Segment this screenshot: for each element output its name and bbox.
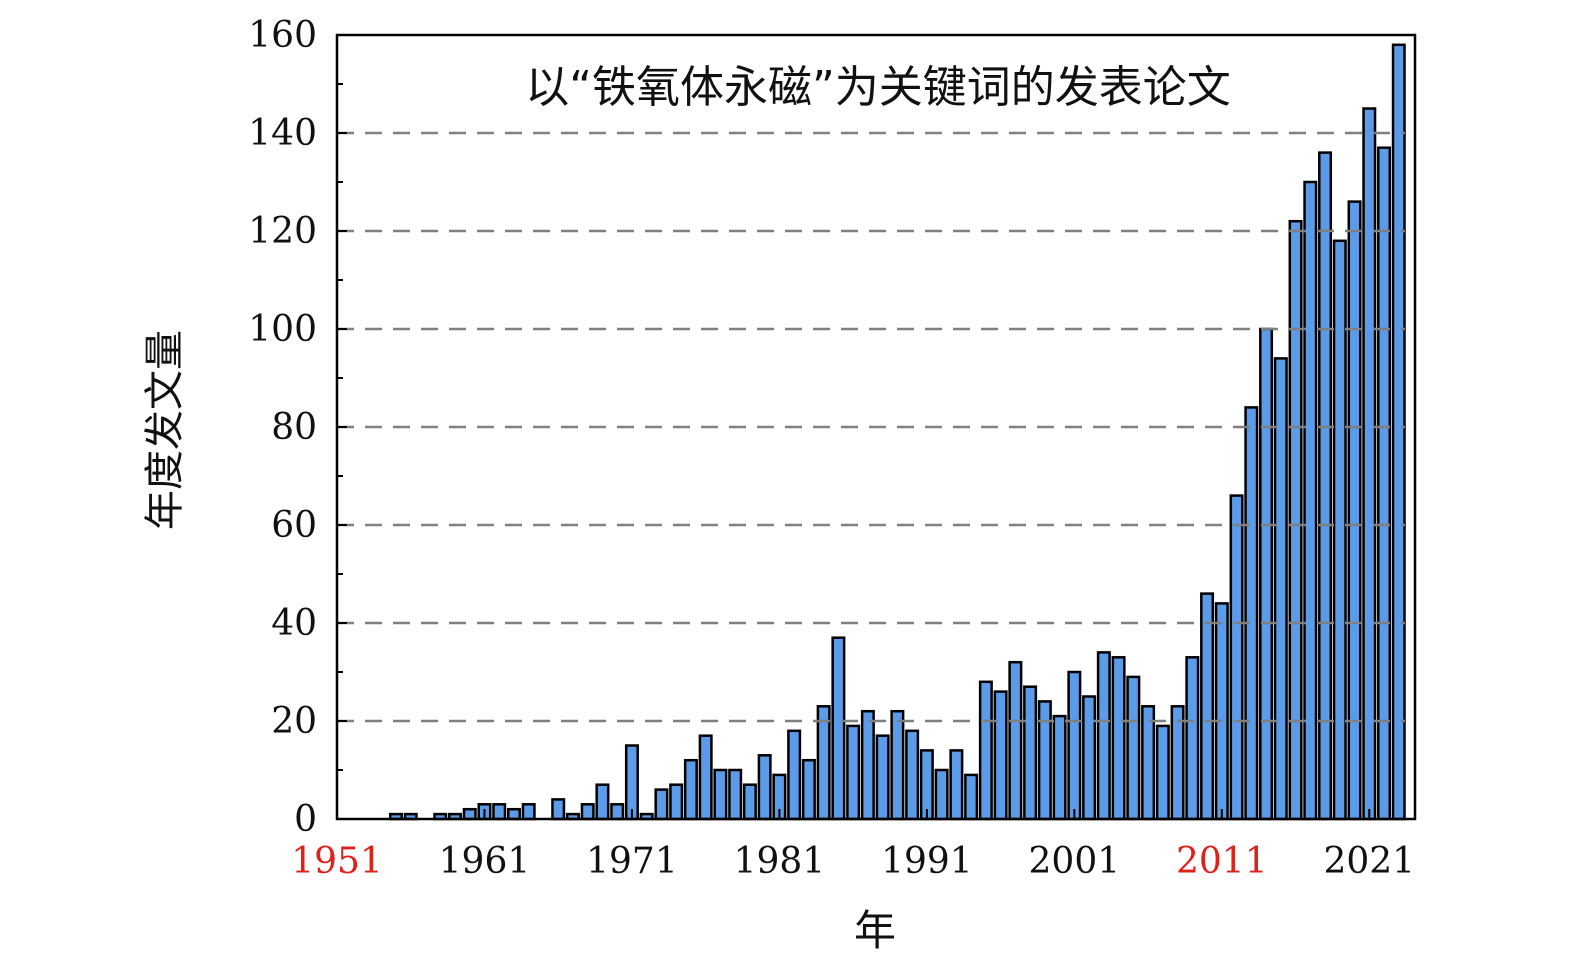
bar-1979 — [742, 783, 757, 821]
bar-2018 — [1318, 151, 1333, 821]
bar-2004 — [1111, 656, 1126, 821]
bar-2003 — [1096, 651, 1111, 821]
bar-1997 — [1008, 660, 1023, 821]
bar-1970 — [610, 803, 625, 821]
y-axis-label: 年度发文量 — [142, 330, 188, 530]
bar-1975 — [683, 758, 698, 821]
bar-1993 — [949, 749, 964, 821]
bar-2013 — [1244, 406, 1259, 821]
bar-2001 — [1067, 670, 1082, 821]
y-tick-label: 80 — [271, 407, 317, 448]
bar-2022 — [1377, 146, 1392, 821]
bar-1960 — [462, 807, 477, 821]
bar-1980 — [757, 754, 772, 821]
x-tick-label: 1981 — [734, 841, 826, 882]
bar-2006 — [1141, 705, 1156, 821]
bar-2019 — [1332, 239, 1347, 821]
x-tick-label: 1961 — [439, 841, 531, 882]
bar-1963 — [506, 807, 521, 821]
bar-2020 — [1347, 200, 1362, 821]
bar-2023 — [1391, 43, 1406, 821]
bar-2008 — [1170, 705, 1185, 821]
bar-2007 — [1155, 724, 1170, 821]
bar-1976 — [698, 734, 713, 821]
bar-1977 — [713, 768, 728, 821]
x-tick-label: 2001 — [1029, 841, 1121, 882]
bar-1969 — [595, 783, 610, 821]
x-tick-label: 2021 — [1323, 841, 1415, 882]
bar-1985 — [831, 636, 846, 821]
x-tick-label: 1951 — [291, 841, 383, 882]
bar-2014 — [1259, 327, 1274, 821]
x-axis-label: 年 — [854, 906, 896, 955]
x-tick-label: 1971 — [586, 841, 678, 882]
bar-1996 — [993, 690, 1008, 821]
bar-1986 — [846, 724, 861, 821]
bar-1992 — [934, 768, 949, 821]
bar-1966 — [551, 798, 566, 821]
bar-1964 — [521, 803, 536, 821]
y-axis: 0 20 40 60 80 100 120 140 160 — [248, 15, 347, 840]
bar-1973 — [654, 788, 669, 821]
bar-2017 — [1303, 180, 1318, 821]
x-tick-label: 1991 — [881, 841, 973, 882]
y-tick-label: 120 — [248, 211, 317, 252]
bar-1983 — [801, 758, 816, 821]
bar-1987 — [860, 709, 875, 821]
bar-1968 — [580, 803, 595, 821]
bar-2012 — [1229, 494, 1244, 821]
y-tick-label: 0 — [294, 799, 317, 840]
bar-2016 — [1288, 219, 1303, 821]
bar-2010 — [1200, 592, 1215, 821]
bar-1978 — [728, 768, 743, 821]
bar-1974 — [669, 783, 684, 821]
chart-title: 以“铁氧体永磁”为关键词的发表论文 — [525, 62, 1231, 113]
y-tick-label: 100 — [248, 309, 317, 350]
y-tick-label: 20 — [271, 701, 317, 742]
y-tick-label: 60 — [271, 505, 317, 546]
bar-2021 — [1362, 107, 1377, 821]
bar-1990 — [905, 729, 920, 821]
bar-1962 — [492, 803, 507, 821]
bar-2002 — [1082, 695, 1097, 821]
gridlines-overlay — [337, 131, 1405, 723]
bar-1991 — [919, 749, 934, 821]
y-tick-label: 160 — [248, 15, 317, 56]
bars — [388, 43, 1406, 821]
bar-1982 — [787, 729, 802, 821]
x-tick-label: 2011 — [1176, 841, 1268, 882]
bar-2011 — [1214, 602, 1229, 821]
bar-2000 — [1052, 714, 1067, 821]
bar-1998 — [1023, 685, 1038, 821]
y-tick-label: 40 — [271, 603, 317, 644]
bar-2009 — [1185, 656, 1200, 821]
bar-1999 — [1037, 700, 1052, 821]
bar-1994 — [964, 773, 979, 821]
bar-1995 — [978, 680, 993, 821]
y-tick-label: 140 — [248, 113, 317, 154]
bar-1971 — [624, 744, 639, 821]
bar-1984 — [816, 705, 831, 821]
bar-1989 — [890, 709, 905, 821]
x-axis: 1951 1961 1971 1981 1991 2001 2011 2021 — [291, 809, 1415, 882]
bar-1988 — [875, 734, 890, 821]
bar-2005 — [1126, 675, 1141, 821]
